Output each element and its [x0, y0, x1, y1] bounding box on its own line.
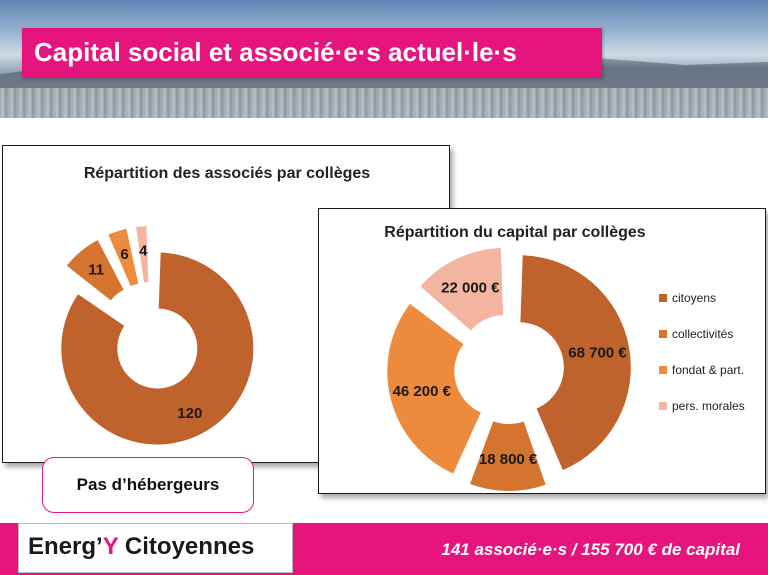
- slice-label: 46 200 €: [393, 383, 452, 400]
- slice-label: 11: [88, 262, 104, 279]
- slice-pers-morales: [420, 248, 504, 331]
- logo-box: Energ’Y Citoyennes: [18, 523, 293, 573]
- page-title: Capital social et associé·e·s actuel·le·…: [34, 37, 517, 67]
- slice-label: 22 000 €: [441, 280, 500, 297]
- slice-citoyens: [61, 252, 254, 445]
- capital-donut-chart: Répartition du capital par collèges 68 7…: [384, 224, 745, 491]
- legend-label: fondat & part.: [672, 363, 744, 377]
- slice-label: 120: [177, 405, 202, 422]
- logo-suffix: Citoyennes: [118, 533, 255, 560]
- legend-swatch: [659, 330, 667, 338]
- no-hosts-note: Pas d’hébergeurs: [42, 457, 254, 513]
- logo: Energ’Y Citoyennes: [28, 533, 254, 561]
- legend-label: pers. morales: [672, 399, 745, 413]
- slice-label: 68 700 €: [568, 344, 627, 361]
- slice-fondat-part-: [108, 228, 139, 287]
- note-text: Pas d’hébergeurs: [76, 475, 220, 494]
- city-strip: [0, 88, 768, 118]
- slice-fondat-part-: [387, 303, 481, 474]
- legend-swatch: [659, 294, 667, 302]
- legend-label: collectivités: [672, 327, 733, 341]
- logo-prefix: Energ’: [28, 533, 103, 560]
- slice-label: 18 800 €: [479, 451, 538, 468]
- slice-collectivités: [66, 240, 124, 301]
- title-box: Capital social et associé·e·s actuel·le·…: [22, 28, 602, 78]
- logo-y: Y: [102, 533, 119, 560]
- slice-label: 4: [139, 242, 148, 259]
- chart2-title: Répartition du capital par collèges: [384, 224, 645, 241]
- legend-swatch: [659, 402, 667, 410]
- slice-label: 6: [120, 246, 128, 263]
- chart-panel-capital: Répartition du capital par collèges 68 7…: [318, 208, 766, 494]
- legend-label: citoyens: [672, 291, 716, 305]
- associates-donut-chart: Répartition des associés par collèges 12…: [61, 165, 370, 445]
- chart1-title: Répartition des associés par collèges: [84, 165, 370, 182]
- footer-summary: 141 associé·e·s / 155 700 € de capital: [441, 540, 740, 559]
- slice-pers-morales: [136, 226, 149, 283]
- legend-swatch: [659, 366, 667, 374]
- slice-citoyens: [520, 255, 631, 471]
- slice-collectivités: [470, 421, 546, 491]
